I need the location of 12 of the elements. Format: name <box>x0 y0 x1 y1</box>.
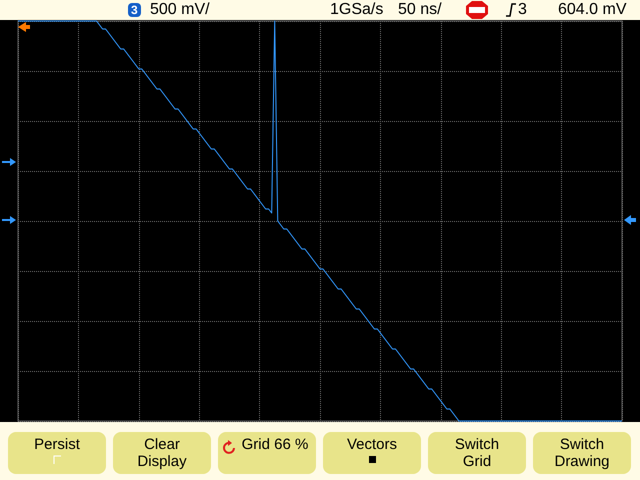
text: 500 mV/ <box>150 1 210 19</box>
text: 1GSa/s <box>330 1 384 19</box>
text: Switch Drawing <box>553 436 611 470</box>
text: Persist <box>33 436 81 453</box>
text: 50 ns/ <box>398 1 442 19</box>
text: 3 <box>518 1 527 19</box>
text: 3 <box>128 3 141 17</box>
text: Grid 66 % <box>240 436 310 453</box>
text: 604.0 mV <box>558 1 626 19</box>
text: Switch Grid <box>454 436 500 470</box>
text: Vectors <box>346 436 398 453</box>
text: Clear Display <box>136 436 188 470</box>
